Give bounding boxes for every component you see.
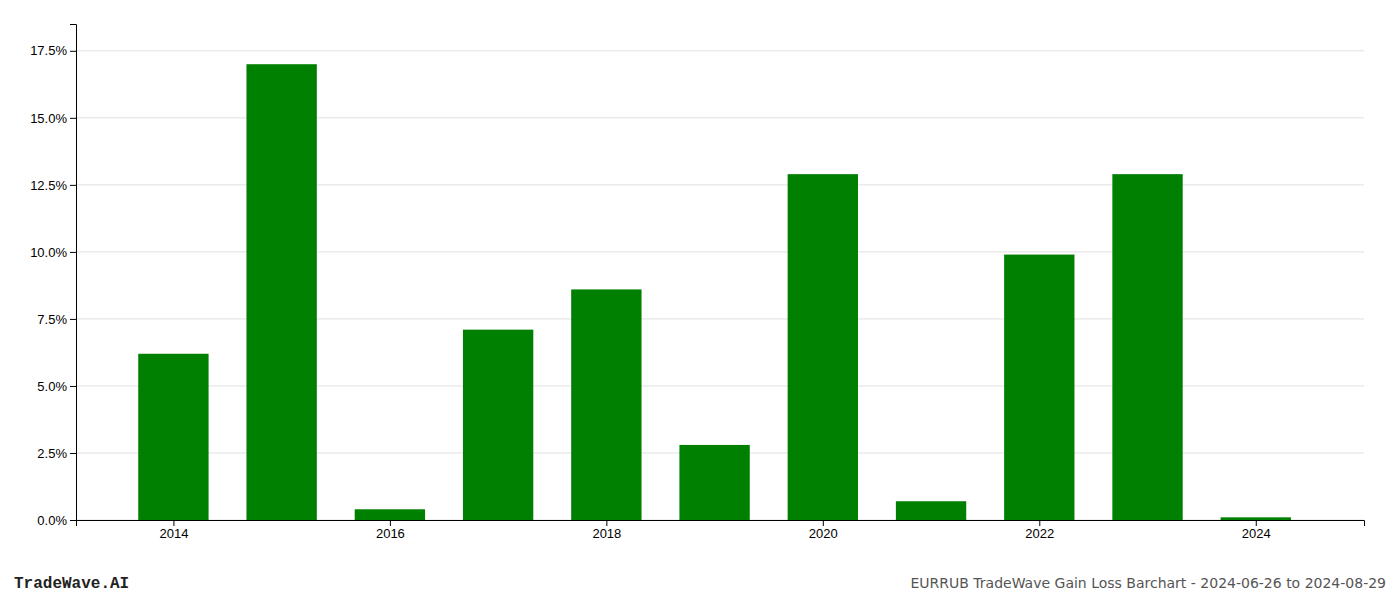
bar xyxy=(1221,517,1291,520)
bar xyxy=(246,64,316,520)
grid xyxy=(76,51,1364,520)
plot-area: 2014 2016 2018 2020 2022 2024 0.0% 2.5% 5.0% 7.5%… xyxy=(30,25,1364,542)
y-tick-mark xyxy=(70,520,76,521)
y-axis-line xyxy=(70,25,77,521)
y-tick-mark xyxy=(70,319,76,320)
bar xyxy=(788,174,858,520)
grid-line xyxy=(76,50,1364,51)
bar xyxy=(355,509,425,520)
y-tick: 17.5% xyxy=(30,43,76,58)
y-tick-mark xyxy=(70,453,76,454)
x-tick: 2020 xyxy=(809,520,838,541)
bar xyxy=(896,501,966,520)
bar xyxy=(679,445,749,520)
y-tick-label: 7.5% xyxy=(37,312,67,327)
y-tick: 10.0% xyxy=(30,245,76,260)
y-tick: 0.0% xyxy=(37,513,76,528)
y-tick-mark xyxy=(70,118,76,119)
bars xyxy=(138,64,1291,520)
y-tick: 7.5% xyxy=(37,312,76,327)
y-tick-mark xyxy=(70,185,76,186)
y-tick-label: 10.0% xyxy=(30,245,67,260)
y-tick-mark xyxy=(70,51,76,52)
x-tick-mark xyxy=(1256,520,1257,526)
y-tick-label: 0.0% xyxy=(37,513,67,528)
x-tick-label: 2014 xyxy=(159,526,188,541)
x-tick-mark xyxy=(390,520,391,526)
y-tick: 5.0% xyxy=(37,379,76,394)
x-tick-label: 2024 xyxy=(1242,526,1271,541)
bar xyxy=(571,289,641,520)
watermark: TradeWave.AI xyxy=(14,575,129,593)
x-axis-line xyxy=(77,521,1365,527)
y-tick-label: 2.5% xyxy=(37,446,67,461)
x-tick-mark xyxy=(823,520,824,526)
y-axis: 0.0% 2.5% 5.0% 7.5% 10.0% 12.5% 15.0% 17.5% xyxy=(30,25,76,528)
x-tick-label: 2022 xyxy=(1025,526,1054,541)
chart: 2014 2016 2018 2020 2022 2024 0.0% 2.5% 5.0% 7.5%… xyxy=(0,0,1400,600)
y-tick-label: 12.5% xyxy=(30,178,67,193)
y-tick-mark xyxy=(70,386,76,387)
x-tick-mark xyxy=(173,520,174,526)
x-tick: 2016 xyxy=(376,520,405,541)
y-tick-label: 5.0% xyxy=(37,379,67,394)
x-axis: 2014 2016 2018 2020 2022 2024 xyxy=(77,520,1365,541)
x-tick-mark xyxy=(606,520,607,526)
x-tick-label: 2020 xyxy=(809,526,838,541)
bar xyxy=(1004,255,1074,520)
x-tick-label: 2018 xyxy=(592,526,621,541)
y-tick-label: 17.5% xyxy=(30,43,67,58)
y-tick: 2.5% xyxy=(37,446,76,461)
x-tick-label: 2016 xyxy=(376,526,405,541)
title: EURRUB TradeWave Gain Loss Barchart - 20… xyxy=(910,575,1386,591)
bar xyxy=(463,330,533,520)
x-tick: 2014 xyxy=(159,520,188,541)
bar xyxy=(1112,174,1182,520)
y-tick-mark xyxy=(70,252,76,253)
y-tick: 15.0% xyxy=(30,110,76,125)
x-tick: 2022 xyxy=(1025,520,1054,541)
x-tick: 2018 xyxy=(592,520,621,541)
y-tick: 12.5% xyxy=(30,178,76,193)
y-tick-label: 15.0% xyxy=(30,110,67,125)
x-tick: 2024 xyxy=(1242,520,1271,541)
bar xyxy=(138,354,208,520)
x-tick-mark xyxy=(1039,520,1040,526)
